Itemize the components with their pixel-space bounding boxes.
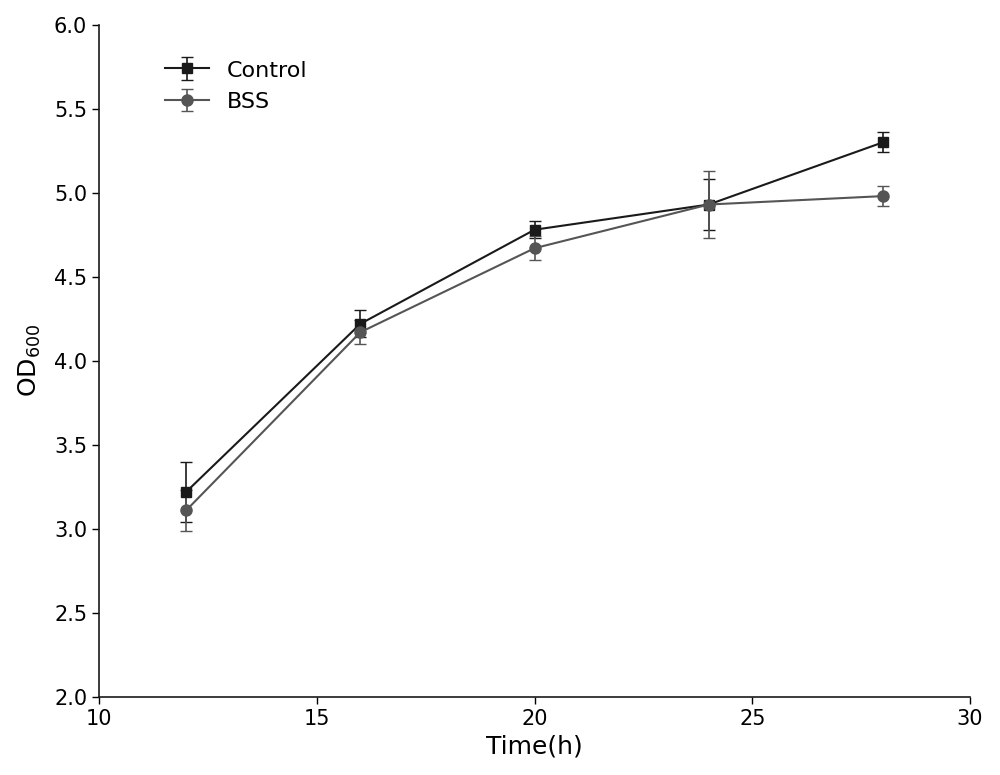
Legend: Control, BSS: Control, BSS: [154, 50, 319, 123]
Y-axis label: OD$_{600}$: OD$_{600}$: [17, 324, 43, 398]
X-axis label: Time(h): Time(h): [486, 735, 583, 758]
